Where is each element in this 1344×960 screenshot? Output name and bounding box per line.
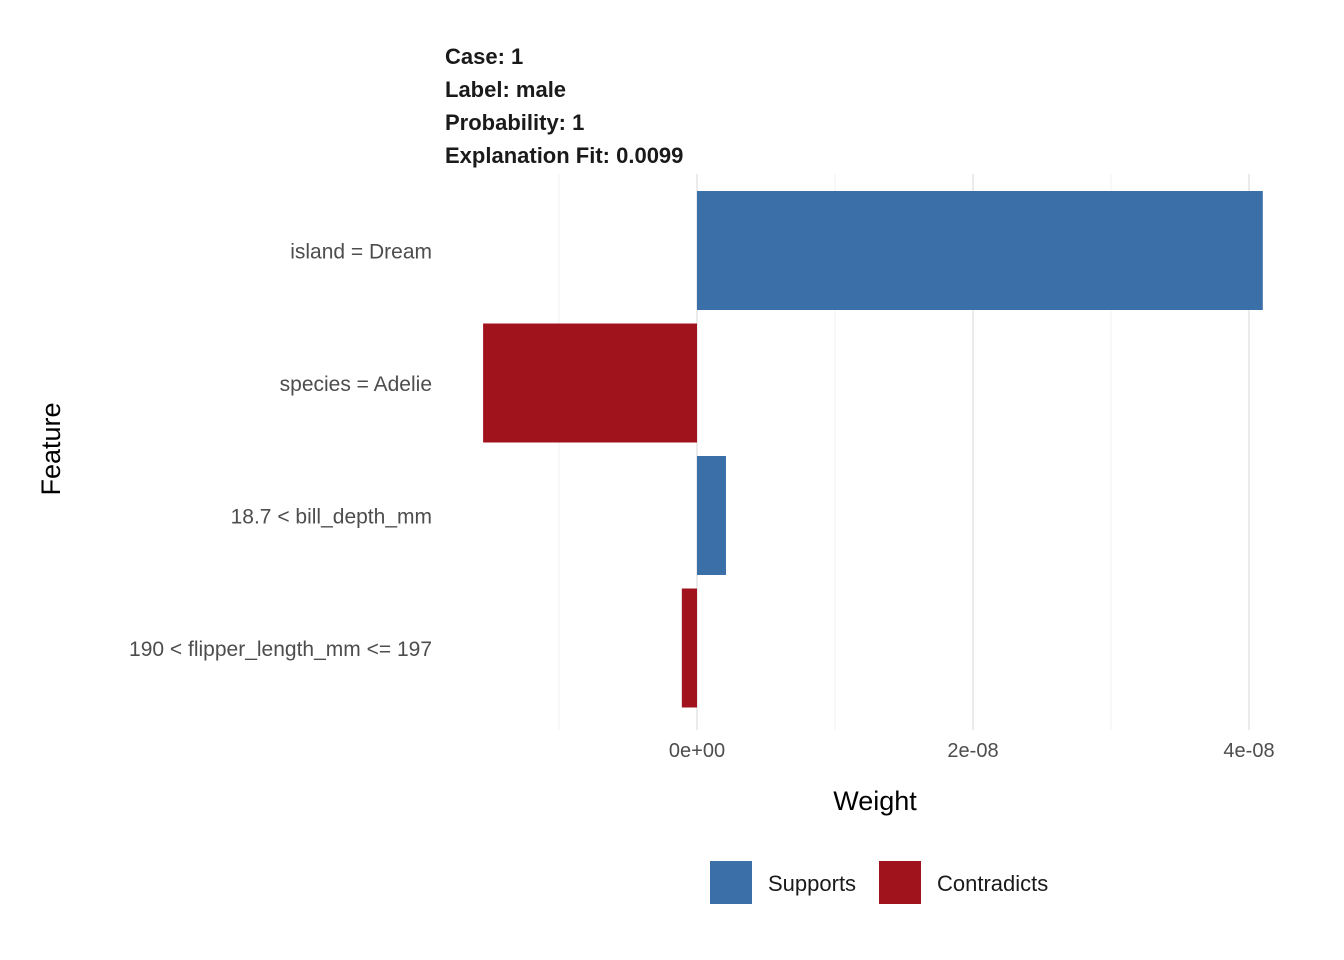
y-tick-label: island = Dream <box>290 241 432 264</box>
y-axis-labels: island = Dream species = Adelie 18.7 < bil… <box>129 241 432 662</box>
title-explanation-fit: Explanation Fit: 0.0099 <box>445 143 683 168</box>
bar-2 <box>483 323 697 443</box>
bar-3 <box>697 456 726 575</box>
y-tick-label: species = Adelie <box>280 373 432 396</box>
legend-label-contradicts: Contradicts <box>937 871 1048 896</box>
title-case: Case: 1 <box>445 44 523 69</box>
bar-4 <box>681 588 697 708</box>
x-axis-ticks: 0e+00 2e-08 4e-08 <box>669 740 1275 762</box>
x-tick-label: 0e+00 <box>669 740 725 762</box>
title-probability: Probability: 1 <box>445 110 584 135</box>
x-tick-label: 2e-08 <box>947 740 998 762</box>
y-tick-label: 190 < flipper_length_mm <= 197 <box>129 638 432 661</box>
title-label: Label: male <box>445 77 566 102</box>
x-tick-label: 4e-08 <box>1223 740 1274 762</box>
bars <box>483 191 1263 708</box>
chart-title: Case: 1 Label: male Probability: 1 Expla… <box>445 44 683 168</box>
legend: Supports Contradicts <box>710 861 1048 904</box>
legend-label-supports: Supports <box>768 871 856 896</box>
legend-key-contradicts <box>879 861 921 904</box>
legend-key-supports <box>710 861 752 904</box>
bar-1 <box>697 191 1263 310</box>
y-tick-label: 18.7 < bill_depth_mm <box>231 506 432 529</box>
y-axis-title: Feature <box>36 402 66 495</box>
x-axis-title: Weight <box>833 786 917 816</box>
